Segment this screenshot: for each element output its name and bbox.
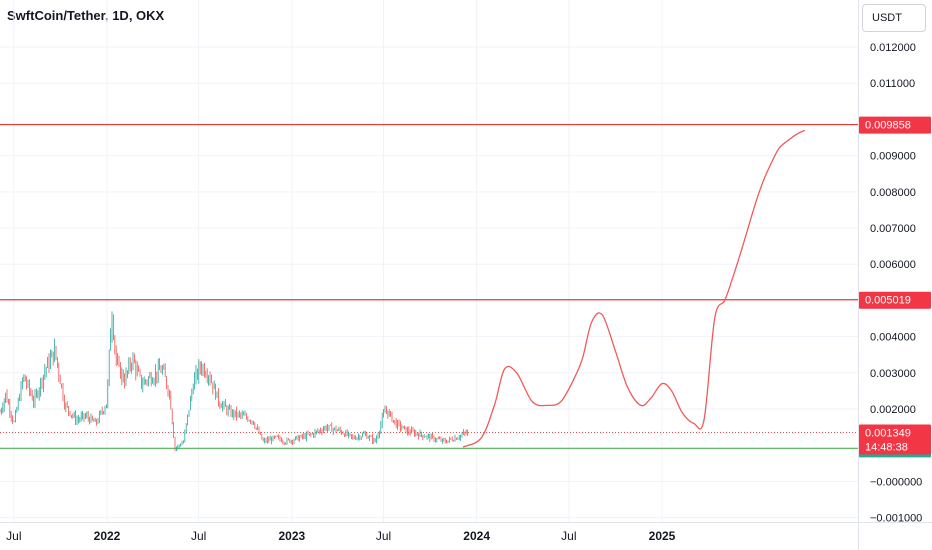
x-tick-label: Jul [191, 529, 206, 543]
resistance-price-tag [859, 291, 931, 309]
resistance-price-tag [859, 116, 931, 134]
last-price-tag [859, 424, 931, 455]
y-tick-label: −0.001000 [870, 513, 922, 525]
x-tick-label: Jul [561, 529, 576, 543]
x-tick-label: Jul [6, 529, 21, 543]
y-tick-label: 0.003000 [870, 368, 916, 380]
y-tick-label: 0.004000 [870, 332, 916, 344]
x-tick-label: Jul [376, 529, 391, 543]
resistance-price-tag-text: 0.005019 [865, 295, 911, 307]
y-tick-label: 0.002000 [870, 404, 916, 416]
y-tick-label: −0.000000 [870, 476, 922, 488]
y-tick-label: 0.009000 [870, 151, 916, 163]
resistance-price-tag-text: 0.009858 [865, 120, 911, 132]
projection-curve [462, 129, 806, 448]
y-tick-label: 0.007000 [870, 223, 916, 235]
x-tick-label: 2024 [463, 529, 490, 543]
y-tick-label: 0.006000 [870, 259, 916, 271]
last-price-tag-text: 14:48:38 [865, 442, 908, 454]
last-price-tag-text: 0.001349 [865, 428, 911, 440]
y-tick-label: 0.011000 [870, 78, 915, 90]
x-tick-label: 2025 [649, 529, 676, 543]
currency-button[interactable]: USDT [862, 4, 926, 32]
y-tick-label: 0.008000 [870, 187, 916, 199]
y-tick-label: 0.012000 [870, 42, 916, 54]
x-tick-label: 2022 [94, 529, 121, 543]
symbol-title: SwftCoin/Tether, 1D, OKX [7, 8, 165, 23]
x-tick-label: 2023 [278, 529, 305, 543]
